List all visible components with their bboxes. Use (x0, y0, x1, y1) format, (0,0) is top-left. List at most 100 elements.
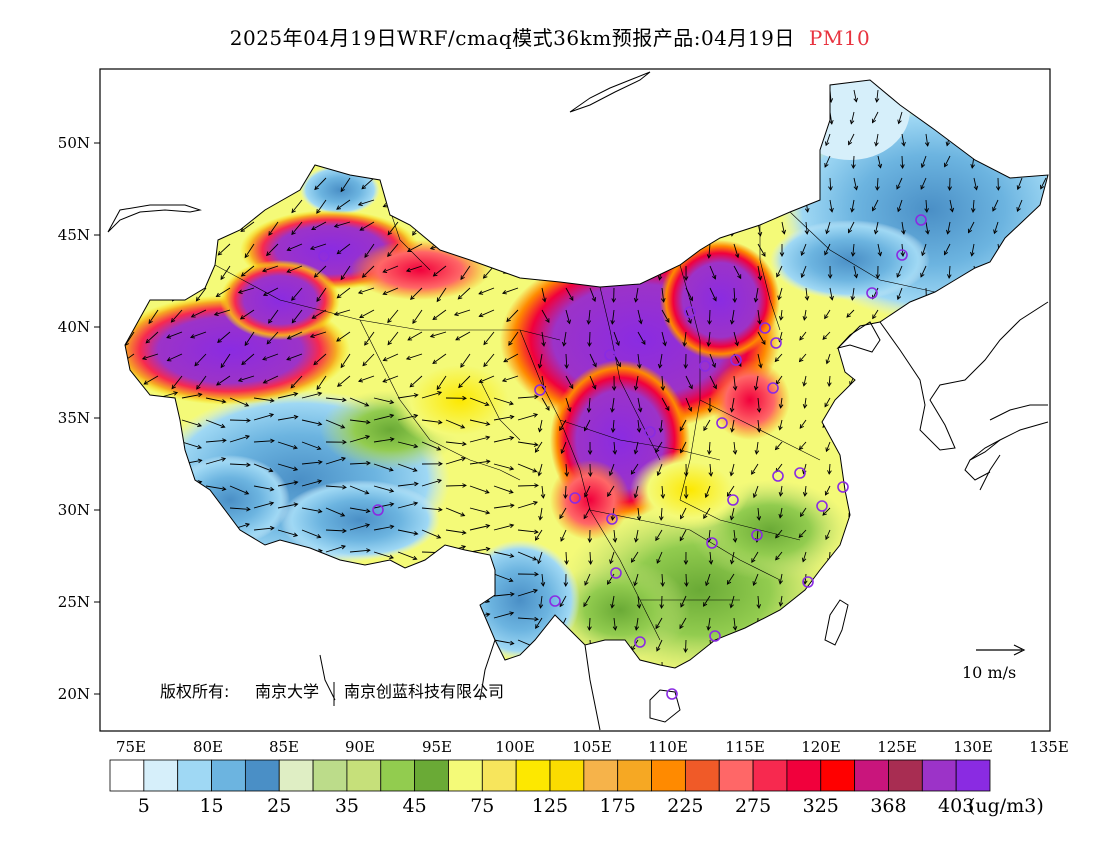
wind-arrow (277, 481, 298, 487)
wind-arrow-head (584, 492, 589, 498)
wind-arrow (613, 529, 616, 542)
wind-arrow (872, 199, 879, 211)
wind-arrow-head (687, 406, 693, 412)
wind-arrow (469, 548, 490, 553)
wind-arrow-head (340, 424, 346, 429)
wind-arrow (565, 309, 571, 324)
wind-arrow (409, 375, 423, 388)
wind-arrow-head (586, 408, 592, 413)
wind-arrow-head (483, 362, 488, 368)
wind-arrow-head (485, 612, 491, 617)
wind-arrow-head (756, 428, 762, 433)
wind-arrow (316, 199, 327, 214)
wind-arrow-head (455, 336, 460, 341)
wind-arrow (493, 612, 514, 619)
wind-arrow (925, 199, 928, 213)
wind-arrow-head (197, 458, 203, 464)
station-marker (666, 688, 678, 700)
wind-arrow (853, 265, 858, 278)
wind-arrow-head (405, 355, 411, 361)
wind-arrow (829, 89, 832, 103)
wind-arrow (944, 155, 951, 167)
wind-arrow (310, 331, 327, 338)
wind-arrow-head (877, 251, 883, 257)
lon-label: 80E (193, 738, 223, 756)
station-marker (606, 513, 618, 525)
wind-arrow-head (706, 342, 712, 347)
wind-arrow (325, 485, 347, 488)
wind-arrow (703, 507, 711, 519)
wind-arrow-head (583, 426, 589, 432)
wind-arrow (445, 441, 466, 445)
wind-arrow-head (588, 560, 593, 565)
wind-arrow-head (827, 274, 833, 279)
wind-arrow (171, 309, 183, 323)
wind-arrow-head (195, 296, 201, 302)
wind-arrow (238, 287, 255, 294)
wind-arrow (949, 199, 953, 212)
wind-arrow-head (726, 492, 732, 497)
wind-arrow-head (804, 296, 810, 301)
wind-arrow-head (684, 582, 689, 587)
wind-arrow (850, 111, 855, 124)
wind-arrow (469, 485, 490, 494)
wind-arrow-head (311, 226, 316, 231)
wind-arrow (277, 503, 298, 509)
wind-arrow-head (896, 184, 901, 190)
wind-arrow-head (357, 201, 363, 207)
lat-label: 25N (58, 593, 90, 611)
wind-arrow (445, 419, 465, 429)
wind-arrow-head (970, 208, 976, 213)
wind-arrow (535, 441, 543, 453)
wind-arrow (358, 375, 375, 382)
wind-arrow (325, 419, 345, 429)
wind-arrow (708, 243, 711, 258)
wind-arrow-head (268, 318, 273, 324)
wind-arrow-head (461, 530, 467, 535)
wind-arrow (852, 155, 855, 169)
wind-arrow-head (388, 467, 394, 472)
wind-arrow (804, 573, 807, 584)
wind-arrow (851, 287, 855, 300)
wind-arrow-head (269, 398, 275, 403)
wind-arrow (266, 243, 279, 256)
legend-unit: (ug/m3) (968, 795, 1044, 817)
wind-arrow (607, 573, 615, 585)
wind-arrow-head (732, 298, 738, 303)
wind-arrow-head (846, 313, 851, 318)
wind-arrow (311, 221, 327, 230)
lat-label: 40N (58, 318, 90, 336)
wind-arrow-head (485, 509, 491, 515)
wind-arrow-head (509, 640, 515, 646)
wind-arrow (637, 419, 640, 432)
wind-arrow-head (900, 164, 905, 169)
lon-label: 105E (572, 738, 612, 756)
wind-arrow (445, 484, 467, 487)
wind-arrow-head (634, 625, 640, 631)
wind-arrow-head (665, 406, 670, 412)
wind-arrow (612, 419, 615, 433)
wind-arrow-head (413, 481, 419, 487)
wind-arrow-head (679, 426, 684, 432)
wind-arrow-head (944, 162, 949, 168)
wind-arrow-head (313, 360, 319, 366)
wind-arrow (373, 525, 394, 531)
wind-arrow (517, 501, 538, 509)
legend-label: 125 (532, 795, 568, 817)
wind-arrow-head (432, 359, 438, 364)
wind-arrow-head (851, 164, 856, 169)
wind-arrow (301, 392, 322, 399)
wind-arrow-head (534, 616, 539, 622)
station-marker (318, 250, 330, 262)
wind-arrow-head (712, 384, 717, 390)
wind-arrow-head (485, 435, 491, 441)
wind-arrow (852, 243, 855, 256)
wind-arrow-head (778, 425, 783, 431)
wind-arrow (166, 331, 183, 339)
wind-arrow (655, 617, 663, 629)
wind-arrow (340, 265, 351, 280)
wind-arrow-head (901, 141, 906, 147)
wind-arrow-head (657, 275, 663, 281)
wind-arrow (804, 397, 807, 408)
wind-arrow-head (342, 397, 347, 403)
